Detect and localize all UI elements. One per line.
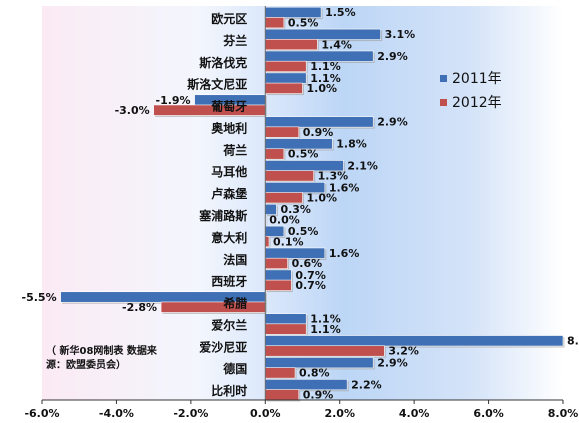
data-label-series-2012: -3.0% [115,104,150,117]
data-label-series-2012: 0.5% [288,16,319,29]
legend-swatch-2012 [440,98,447,106]
x-tick-label: 2.0% [324,407,355,420]
bar-series-2012 [264,367,296,379]
bar-series-2012 [264,60,307,72]
data-label-series-2012: 3.2% [388,345,419,358]
data-label-series-2011: 0.7% [295,269,326,282]
legend-swatch-2011 [440,74,447,82]
data-label-series-2011: 8.0% [567,335,579,348]
category-label: 荷兰 [222,142,247,157]
x-tick-label: -6.0% [24,407,59,420]
data-label-series-2011: 2.9% [377,50,408,63]
data-label-series-2011: -5.5% [22,291,57,304]
data-label-series-2012: 0.7% [295,279,326,292]
data-label-series-2012: 1.4% [321,38,352,51]
category-label: 塞浦路斯 [199,208,247,223]
x-tick-label: -2.0% [173,407,208,420]
legend: 2011年 2012年 [440,66,502,114]
data-label-series-2012: 0.9% [303,126,334,139]
category-label: 斯洛文尼亚 [187,77,247,92]
data-label-series-2012: -2.8% [122,301,157,314]
legend-item-2011: 2011年 [440,66,502,90]
data-label-series-2012: 1.3% [318,170,349,183]
bar-series-2012 [264,148,285,160]
x-tick-label: 4.0% [399,407,430,420]
data-label-series-2011: -1.9% [156,94,191,107]
category-label: 马耳他 [211,164,247,179]
bar-series-2012 [264,279,292,291]
data-label-series-2011: 2.2% [351,378,382,391]
bar-series-2012 [264,323,307,335]
category-label: 西班牙 [211,274,247,289]
data-label-series-2011: 1.6% [329,247,360,260]
data-label-series-2012: 0.9% [303,389,334,402]
bar-series-2011 [264,72,307,84]
data-label-series-2012: 1.1% [310,60,341,73]
category-label: 奥地利 [211,120,247,135]
bar-series-2012 [264,170,314,182]
category-label: 德国 [223,361,247,376]
data-label-series-2011: 1.1% [310,313,341,326]
category-label: 欧元区 [211,11,247,26]
category-label: 比利时 [211,383,247,398]
bar-series-2011 [264,313,307,325]
category-label: 法国 [223,252,247,267]
x-tick-label: 0.0% [250,407,281,420]
category-label: 葡萄牙 [210,99,247,114]
data-label-series-2011: 1.1% [310,72,341,85]
legend-label-2011: 2011年 [452,71,502,87]
bar-series-2012 [264,192,303,204]
data-label-series-2012: 0.0% [269,213,300,226]
data-label-series-2011: 1.5% [325,6,356,19]
bar-series-2012 [264,389,300,401]
data-label-series-2012: 1.0% [307,192,338,205]
category-label: 爱沙尼亚 [199,339,247,354]
legend-item-2012: 2012年 [440,90,502,114]
legend-label-2012: 2012年 [452,95,502,111]
x-tick-label: 6.0% [473,407,504,420]
data-label-series-2012: 0.5% [288,148,319,161]
bar-series-2012 [264,126,300,138]
category-label: 希腊 [222,296,247,311]
data-label-series-2012: 1.0% [307,82,338,95]
x-tick-label: -4.0% [99,407,134,420]
data-label-series-2012: 0.1% [273,235,304,248]
data-label-series-2012: 0.6% [292,257,323,270]
data-label-series-2012: 1.1% [310,323,341,336]
category-label: 爱尔兰 [211,317,247,332]
bar-series-2012 [264,257,288,269]
data-label-series-2011: 2.9% [377,116,408,129]
x-tick-label: 8.0% [548,407,579,420]
data-label-series-2011: 0.3% [280,203,311,216]
bar-series-2012 [264,345,385,357]
data-label-series-2011: 1.6% [329,181,360,194]
data-label-series-2012: 0.8% [299,367,330,380]
data-label-series-2011: 3.1% [385,28,416,41]
bar-series-2012 [264,38,318,51]
category-label: 意大利 [211,230,247,245]
bar-series-2012 [264,17,285,29]
data-label-series-2011: 2.1% [347,159,378,172]
bar-series-2012 [264,82,303,94]
category-label: 芬兰 [222,33,247,48]
bar-series-2012 [264,235,270,248]
bar-series-2012 [160,301,266,313]
bar-shadow [266,215,268,227]
bar-series-2011 [264,269,292,281]
data-label-series-2011: 1.8% [336,138,367,151]
category-label: 卢森堡 [211,186,247,201]
data-label-series-2011: 0.5% [288,225,319,238]
source-note: （ 新华08网制表 数据来源：欧盟委员会） [46,346,157,371]
bar-series-2012 [153,104,266,116]
data-label-series-2011: 2.9% [377,356,408,369]
category-label: 斯洛伐克 [199,55,247,70]
